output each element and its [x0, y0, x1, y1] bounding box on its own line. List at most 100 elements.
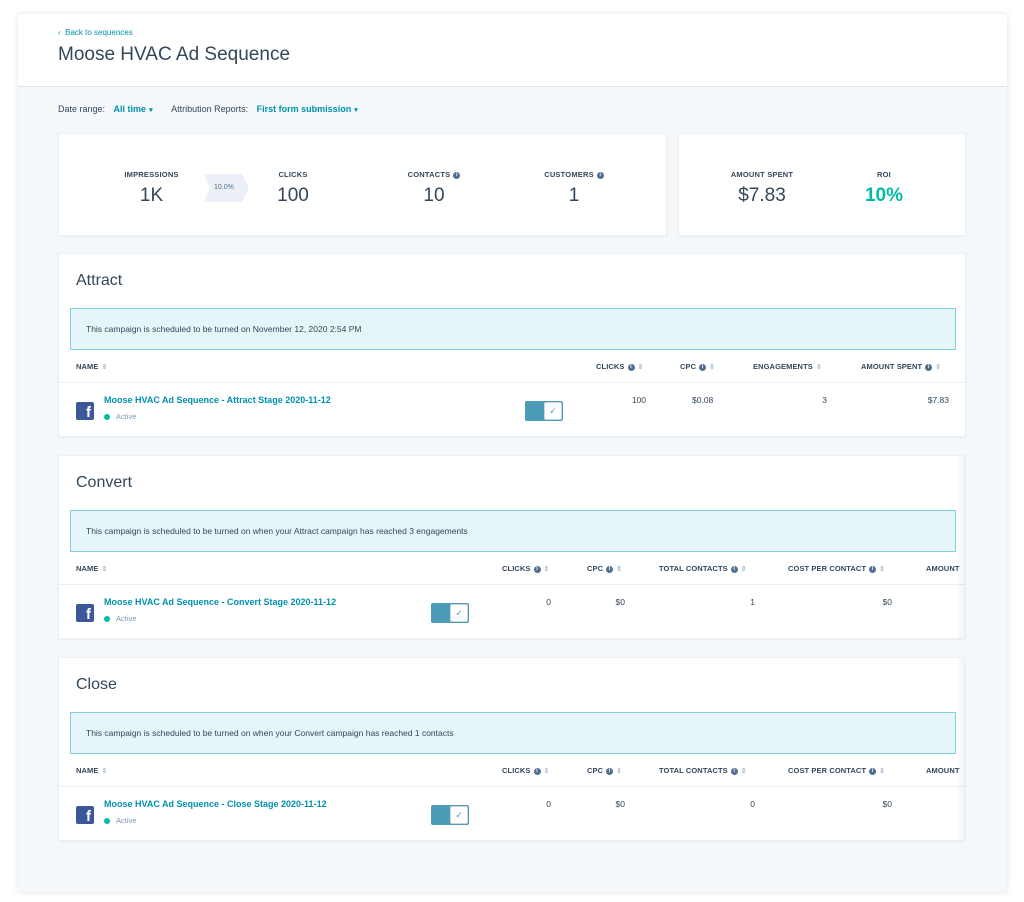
sort-icon: ⇕ [879, 566, 886, 573]
kpi-impressions-label: IMPRESSIONS [124, 170, 179, 179]
info-icon: i [869, 565, 877, 573]
sort-icon: ⇕ [709, 364, 716, 371]
ad-name-link[interactable]: Moose HVAC Ad Sequence - Attract Stage 2… [104, 395, 331, 405]
page-title: Moose HVAC Ad Sequence [58, 44, 291, 65]
cost-per-contact-value: $0 [882, 799, 892, 809]
column-header-amount-spent[interactable]: AMOUNT SPENT i ⇕ [861, 362, 942, 371]
campaign-toggle[interactable]: ✓ [431, 603, 469, 623]
kpi-impressions: IMPRESSIONS 1K [114, 170, 189, 207]
sort-icon: ⇕ [101, 768, 108, 775]
info-icon: i [730, 565, 738, 573]
conversion-arrow-icon [204, 174, 249, 202]
column-header-name[interactable]: NAME ⇕ [76, 362, 108, 371]
app-frame: ‹ Back to sequences Moose HVAC Ad Sequen… [18, 14, 1007, 892]
table-divider [59, 786, 967, 787]
column-header-cpc[interactable]: CPC i ⇕ [587, 766, 623, 775]
column-header-name[interactable]: NAME ⇕ [76, 766, 108, 775]
column-header-engagements[interactable]: ENGAGEMENTS ⇕ [753, 362, 822, 371]
campaign-toggle[interactable]: ✓ [525, 401, 563, 421]
attribution-value: First form submission [256, 104, 352, 114]
info-icon: i [606, 565, 614, 573]
chevron-left-icon: ‹ [58, 28, 61, 37]
cpc-value: $0 [615, 597, 625, 607]
check-icon: ✓ [544, 402, 562, 420]
kpi-contacts-label: CONTACTS [407, 170, 451, 179]
kpi-roi-label: ROI [877, 170, 891, 179]
back-link-label: Back to sequences [65, 28, 133, 37]
kpi-roi-value: 10% [864, 185, 904, 206]
cost-per-contact-value: $0 [882, 597, 892, 607]
sort-icon: ⇕ [101, 364, 108, 371]
column-header-clicks[interactable]: CLICKS i ⇕ [596, 362, 644, 371]
sort-icon: ⇕ [543, 768, 550, 775]
column-header-cpc[interactable]: CPC i ⇕ [680, 362, 716, 371]
info-icon: i [533, 565, 541, 573]
sort-icon: ⇕ [616, 768, 623, 775]
status-badge: Active [104, 816, 136, 825]
column-header-total-contacts[interactable]: TOTAL CONTACTS i ⇕ [659, 564, 747, 573]
column-header-cost-per-contact[interactable]: COST PER CONTACT i ⇕ [788, 564, 886, 573]
facebook-icon: f [76, 806, 94, 824]
section-title: Close [76, 676, 117, 693]
date-range-label: Date range: [58, 104, 106, 114]
kpi-customers-label: CUSTOMERS [544, 170, 594, 179]
table-divider [59, 382, 967, 383]
info-icon: i [606, 767, 614, 775]
sort-icon: ⇕ [616, 566, 623, 573]
total-contacts-value: 1 [750, 597, 755, 607]
info-icon: i [699, 363, 707, 371]
check-icon: ✓ [450, 604, 468, 622]
kpi-amount-spent-label: AMOUNT SPENT [730, 170, 794, 179]
info-icon: i [925, 363, 933, 371]
kpi-clicks: CLICKS 100 [258, 170, 328, 207]
info-icon[interactable]: i [596, 171, 604, 179]
table-divider [59, 584, 967, 585]
column-header-clicks[interactable]: CLICKS i ⇕ [502, 766, 550, 775]
sort-icon: ⇕ [740, 566, 747, 573]
ad-name-link[interactable]: Moose HVAC Ad Sequence - Close Stage 202… [104, 799, 327, 809]
kpi-amount-spent: AMOUNT SPENT $7.83 [717, 170, 807, 207]
schedule-notice: This campaign is scheduled to be turned … [70, 712, 956, 754]
clicks-value: 0 [546, 799, 551, 809]
column-header-name[interactable]: NAME ⇕ [76, 564, 108, 573]
date-range-dropdown[interactable]: All time ▾ [114, 104, 153, 114]
kpi-contacts: CONTACTS i 10 [394, 170, 474, 207]
attract-section: Attract This campaign is scheduled to be… [58, 253, 967, 437]
column-header-total-contacts[interactable]: TOTAL CONTACTS i ⇕ [659, 766, 747, 775]
info-icon[interactable]: i [453, 171, 461, 179]
amount-spent-value: $7.83 [927, 395, 949, 405]
clicks-value: 100 [631, 395, 646, 405]
kpi-impressions-value: 1K [139, 185, 164, 206]
sort-icon: ⇕ [637, 364, 644, 371]
scroll-shadow [957, 658, 965, 840]
clicks-value: 0 [546, 597, 551, 607]
column-header-amount[interactable]: AMOUNT [926, 564, 960, 573]
section-title: Attract [76, 272, 123, 289]
kpi-clicks-label: CLICKS [278, 170, 308, 179]
sort-icon: ⇕ [935, 364, 942, 371]
kpi-roi: ROI 10% [854, 170, 914, 207]
info-icon: i [627, 363, 635, 371]
scroll-shadow [957, 456, 965, 638]
page-header: ‹ Back to sequences Moose HVAC Ad Sequen… [18, 14, 1007, 87]
ad-name-link[interactable]: Moose HVAC Ad Sequence - Convert Stage 2… [104, 597, 337, 607]
info-icon: i [730, 767, 738, 775]
column-header-cost-per-contact[interactable]: COST PER CONTACT i ⇕ [788, 766, 886, 775]
engagements-value: 3 [822, 395, 827, 405]
column-header-cpc[interactable]: CPC i ⇕ [587, 564, 623, 573]
kpi-amount-spent-value: $7.83 [738, 185, 786, 206]
campaign-toggle[interactable]: ✓ [431, 805, 469, 825]
kpi-customers: CUSTOMERS i 1 [529, 170, 619, 207]
sort-icon: ⇕ [879, 768, 886, 775]
back-to-sequences-link[interactable]: ‹ Back to sequences [58, 28, 133, 37]
attribution-dropdown[interactable]: First form submission ▾ [257, 104, 358, 114]
kpi-contacts-value: 10 [423, 185, 445, 206]
column-header-amount[interactable]: AMOUNT [926, 766, 960, 775]
spend-kpi-card: AMOUNT SPENT $7.83 ROI 10% [678, 133, 966, 236]
facebook-icon: f [76, 402, 94, 420]
column-header-clicks[interactable]: CLICKS i ⇕ [502, 564, 550, 573]
sort-icon: ⇕ [543, 566, 550, 573]
sort-icon: ⇕ [101, 566, 108, 573]
close-section: Close This campaign is scheduled to be t… [58, 657, 967, 841]
status-badge: Active [104, 614, 136, 623]
